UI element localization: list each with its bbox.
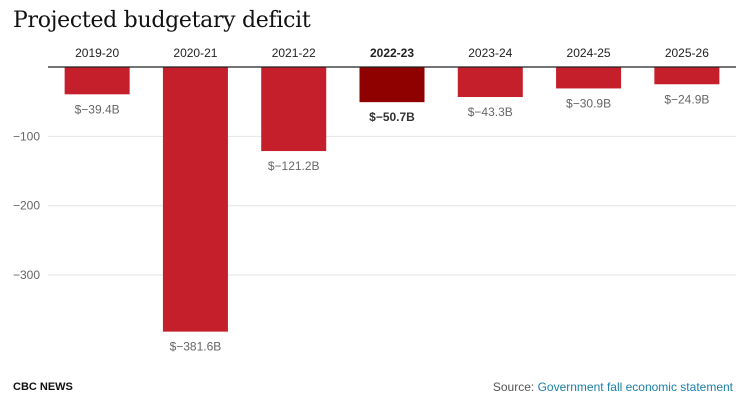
bar-2023-24	[457, 67, 523, 98]
data-label: $−381.6B	[170, 340, 222, 354]
gridlines	[48, 135, 736, 276]
data-label: $−50.7B	[369, 110, 415, 124]
y-tick-label: −100	[13, 129, 40, 143]
category-label: 2020-21	[173, 46, 217, 60]
source-prefix: Source:	[492, 380, 538, 394]
y-axis-ticks: −100 −200 −300	[13, 129, 40, 282]
brand-logo-text: CBC NEWS	[13, 381, 73, 393]
data-label: $−43.3B	[468, 105, 513, 119]
data-label: $−39.4B	[75, 102, 120, 116]
source-note: Source: Government fall economic stateme…	[493, 380, 733, 394]
bar-2022-23	[359, 67, 425, 103]
bars	[64, 67, 720, 332]
bar-2020-21	[162, 67, 228, 332]
source-link[interactable]: Government fall economic statement	[537, 380, 733, 394]
chart-title: Projected budgetary deficit	[13, 8, 311, 33]
category-label: 2019-20	[75, 46, 119, 60]
data-label: $−30.9B	[566, 96, 611, 110]
category-label: 2025-26	[665, 46, 709, 60]
category-label: 2023-24	[468, 46, 512, 60]
category-label: 2024-25	[567, 46, 611, 60]
bar-2025-26	[654, 67, 720, 85]
bar-2021-22	[261, 67, 327, 152]
bar-2019-20	[64, 67, 130, 95]
value-labels: $−39.4B $−381.6B $−121.2B $−50.7B $−43.3B $−3…	[75, 92, 710, 353]
y-tick-label: −300	[13, 268, 40, 282]
category-label: 2021-22	[272, 46, 316, 60]
bar-2024-25	[556, 67, 622, 89]
data-label: $−121.2B	[268, 159, 320, 173]
y-tick-label: −200	[13, 199, 40, 213]
category-label: 2022-23	[370, 46, 414, 60]
data-label: $−24.9B	[664, 92, 709, 106]
category-labels: 2019-20 2020-21 2021-22 2022-23 2023-24 2024-…	[75, 46, 709, 60]
